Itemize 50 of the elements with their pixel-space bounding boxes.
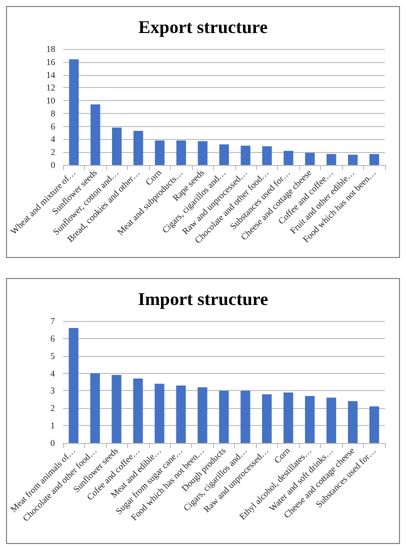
y-tick-label: 6 bbox=[50, 121, 56, 132]
bar bbox=[154, 140, 165, 165]
y-tick-label: 5 bbox=[50, 350, 56, 361]
y-tick-label: 16 bbox=[46, 56, 56, 67]
chart-title: Import structure bbox=[138, 289, 268, 309]
bar bbox=[154, 384, 164, 443]
bar bbox=[305, 152, 315, 165]
bar bbox=[262, 146, 272, 165]
bar bbox=[369, 154, 380, 165]
bar bbox=[198, 387, 208, 443]
bar bbox=[369, 406, 380, 443]
bar bbox=[219, 390, 229, 443]
y-tick-label: 4 bbox=[50, 134, 56, 144]
y-tick-label: 1 bbox=[50, 420, 55, 431]
bar bbox=[176, 385, 186, 443]
bar bbox=[112, 128, 122, 165]
bar bbox=[284, 150, 294, 165]
bar bbox=[90, 373, 100, 443]
bar bbox=[198, 141, 208, 165]
bar bbox=[69, 59, 79, 165]
bar bbox=[284, 392, 294, 443]
bar bbox=[326, 398, 336, 443]
bar bbox=[133, 378, 143, 443]
bar bbox=[240, 146, 250, 165]
bar bbox=[176, 140, 186, 165]
y-tick-label: 12 bbox=[46, 82, 56, 93]
y-tick-label: 14 bbox=[46, 70, 56, 80]
bar bbox=[240, 390, 250, 443]
y-tick-label: 4 bbox=[50, 368, 56, 378]
bar bbox=[90, 104, 100, 165]
y-tick-label: 7 bbox=[50, 316, 56, 326]
bar bbox=[112, 375, 122, 443]
y-tick-label: 0 bbox=[50, 438, 56, 448]
y-tick-label: 6 bbox=[50, 333, 56, 344]
y-tick-label: 2 bbox=[50, 403, 55, 414]
bar bbox=[348, 154, 358, 165]
bar bbox=[133, 130, 144, 165]
bar bbox=[348, 401, 358, 443]
y-tick-label: 18 bbox=[46, 44, 56, 54]
y-tick-label: 2 bbox=[50, 147, 56, 158]
bar bbox=[219, 144, 229, 165]
y-tick-label: 8 bbox=[50, 108, 56, 118]
y-tick-label: 0 bbox=[50, 160, 56, 170]
bar bbox=[68, 328, 78, 443]
bar bbox=[262, 394, 272, 443]
y-tick-label: 10 bbox=[46, 96, 56, 106]
y-tick-label: 3 bbox=[50, 386, 56, 396]
bar bbox=[326, 154, 336, 165]
chart-title: Export structure bbox=[138, 17, 268, 37]
bar bbox=[305, 396, 315, 443]
